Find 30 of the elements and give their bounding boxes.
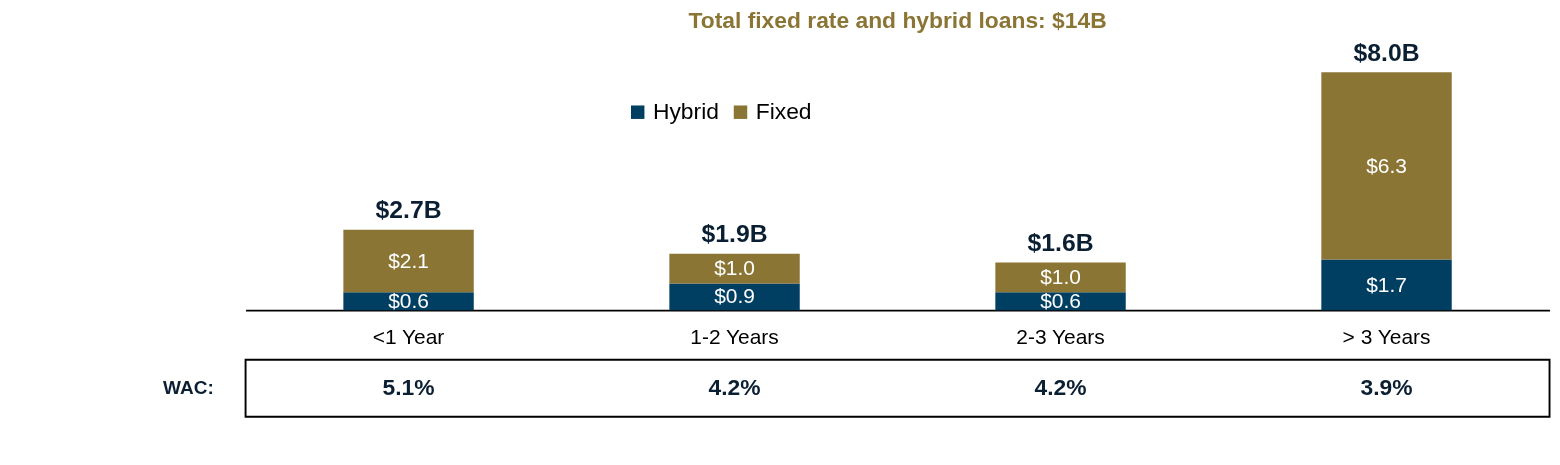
- bar: [1321, 259, 1452, 311]
- data-label: $1.0: [714, 256, 755, 280]
- text: WAC:: [163, 376, 214, 398]
- text: 3.9%: [1360, 373, 1413, 400]
- bar: [669, 283, 800, 311]
- x-tick-label: <1 Year: [372, 324, 445, 348]
- text: 4.2%: [708, 373, 761, 400]
- data-label: $1.7: [1366, 272, 1407, 296]
- x-tick-label: 2-3 Years: [1016, 324, 1105, 348]
- bar: [669, 253, 800, 284]
- legend-label: Hybrid: [652, 97, 719, 124]
- text: 5.1%: [382, 373, 435, 400]
- data-label: $2.1: [388, 248, 429, 272]
- bar: [343, 229, 474, 293]
- data-label: $6.3: [1366, 153, 1407, 177]
- bar: [1321, 72, 1452, 260]
- x-tick-label: 1-2 Years: [690, 324, 779, 348]
- data-label: $1.0: [1040, 265, 1081, 289]
- text: 4.2%: [1034, 373, 1087, 400]
- legend-label: Fixed: [755, 97, 812, 124]
- chart-title: Total fixed rate and hybrid loans: $14B: [688, 7, 1107, 34]
- total-label: $2.7B: [375, 196, 442, 224]
- bar: [995, 262, 1126, 293]
- data-label: $0.6: [1040, 288, 1081, 312]
- total-label: $1.9B: [701, 220, 768, 248]
- total-label: $8.0B: [1353, 38, 1420, 66]
- data-label: $0.6: [388, 288, 429, 312]
- total-label: $1.6B: [1027, 229, 1094, 257]
- data-label: $0.9: [714, 284, 755, 308]
- x-tick-label: > 3 Years: [1342, 324, 1431, 348]
